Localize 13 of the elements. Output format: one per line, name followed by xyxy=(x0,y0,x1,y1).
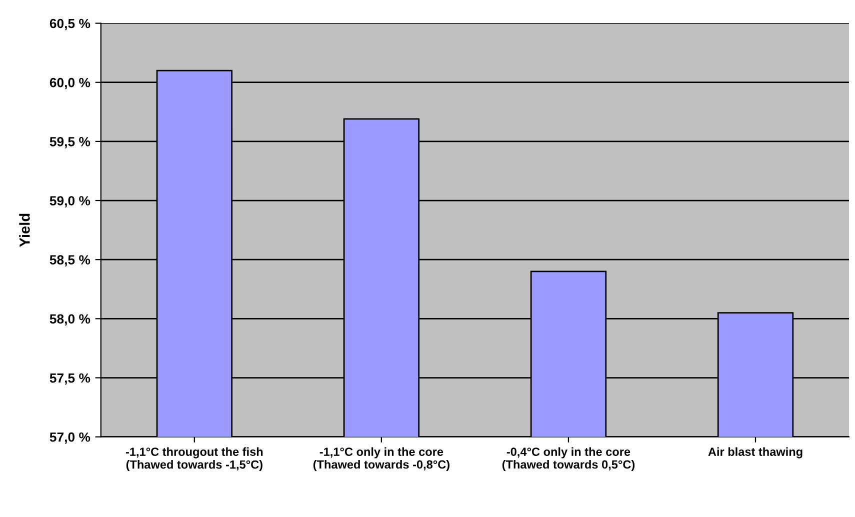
y-tick-label: 58,5 % xyxy=(50,255,90,266)
y-tick-label: 58,0 % xyxy=(50,314,90,326)
y-tick-label: 59,0 % xyxy=(50,196,90,208)
y-tick-label: 57,5 % xyxy=(50,373,90,385)
x-tick-label: -1,1°C only in the core (Thawed towards -0,8°C) xyxy=(313,447,450,472)
y-tick-label: 59,5 % xyxy=(50,137,90,148)
x-tick-label: Air blast thawing xyxy=(708,447,802,458)
y-axis-title: Yield xyxy=(19,214,30,247)
y-tick-label: 60,5 % xyxy=(50,18,90,30)
x-tick-label: -0,4°C only in the core (Thawed towards 0,5°C) xyxy=(502,447,635,472)
y-tick-label: 60,0 % xyxy=(50,78,90,90)
y-tick-label: 57,0 % xyxy=(50,432,90,444)
x-tick-label: -1,1°C througout the fish (Thawed towards -1,5°C) xyxy=(126,447,263,472)
